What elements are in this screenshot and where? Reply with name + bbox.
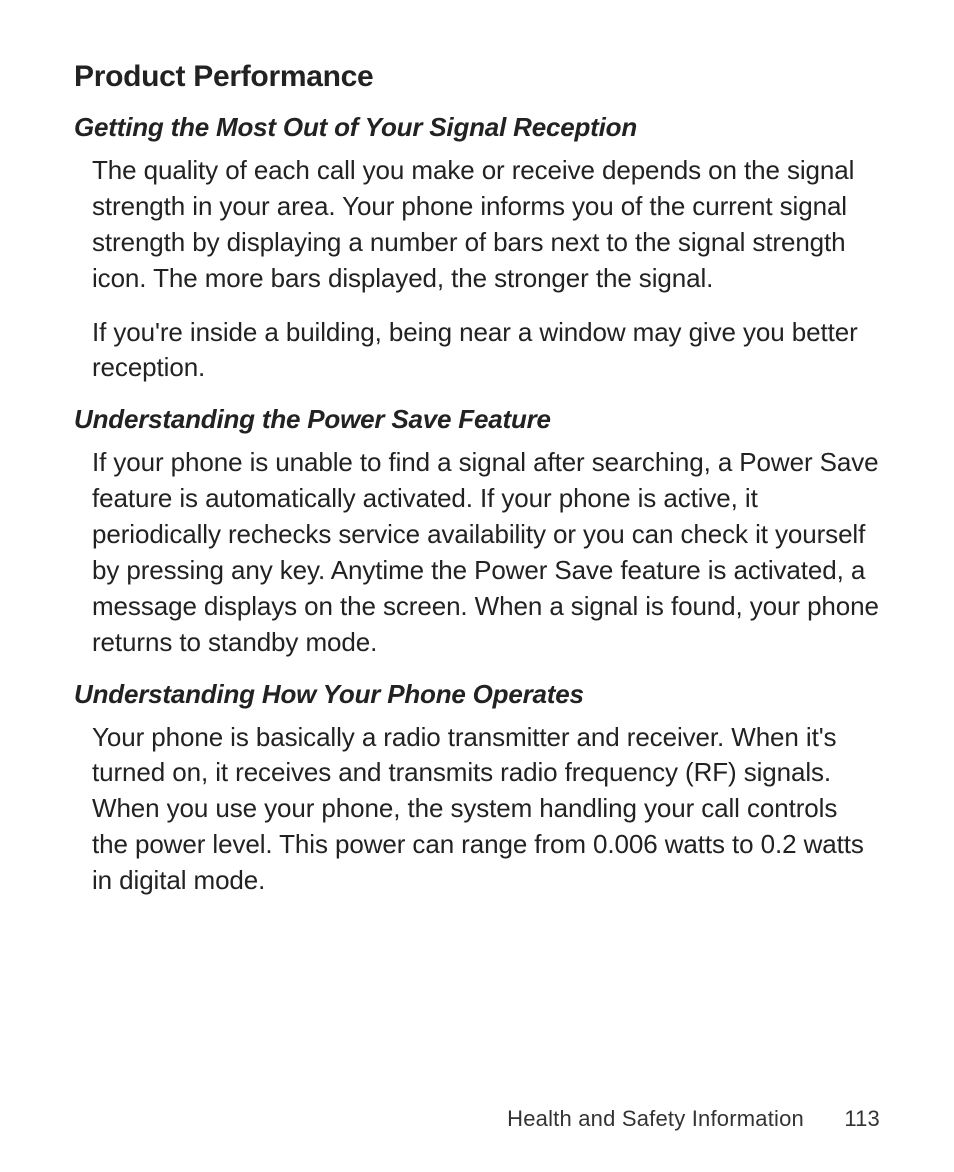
manual-page: Product Performance Getting the Most Out… — [0, 0, 954, 1172]
body-paragraph: The quality of each call you make or rec… — [92, 153, 880, 297]
body-paragraph: If you're inside a building, being near … — [92, 315, 880, 387]
section-heading-signal-reception: Getting the Most Out of Your Signal Rece… — [74, 112, 880, 143]
body-paragraph: If your phone is unable to find a signal… — [92, 445, 880, 660]
body-paragraph: Your phone is basically a radio transmit… — [92, 720, 880, 899]
section-heading-power-save: Understanding the Power Save Feature — [74, 404, 880, 435]
footer-page-number: 113 — [844, 1106, 880, 1131]
section-heading-phone-operates: Understanding How Your Phone Operates — [74, 679, 880, 710]
page-footer: Health and Safety Information 113 — [507, 1106, 880, 1132]
page-heading: Product Performance — [74, 60, 880, 94]
footer-section-label: Health and Safety Information — [507, 1106, 804, 1131]
